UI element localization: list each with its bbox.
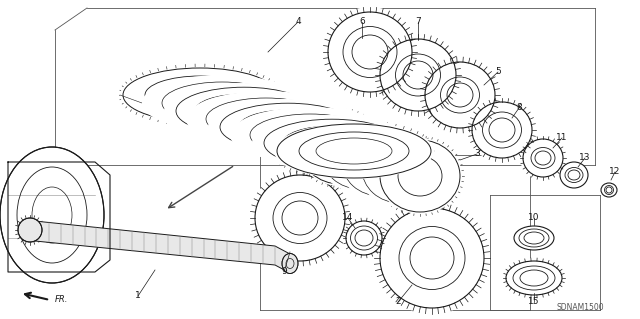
Text: 2: 2: [395, 298, 401, 307]
Ellipse shape: [420, 57, 500, 133]
Text: 10: 10: [528, 213, 540, 222]
Text: SDNAM1500: SDNAM1500: [556, 303, 604, 313]
Ellipse shape: [164, 83, 324, 139]
Text: 8: 8: [516, 103, 522, 113]
Ellipse shape: [274, 123, 434, 179]
Ellipse shape: [358, 131, 442, 207]
Polygon shape: [25, 220, 290, 273]
Text: FR.: FR.: [55, 294, 68, 303]
Ellipse shape: [375, 34, 461, 116]
Ellipse shape: [18, 218, 42, 242]
Ellipse shape: [503, 258, 565, 298]
Ellipse shape: [282, 254, 298, 273]
Ellipse shape: [343, 218, 385, 258]
Ellipse shape: [378, 138, 462, 214]
Ellipse shape: [560, 162, 588, 188]
Text: 1: 1: [135, 292, 141, 300]
Ellipse shape: [186, 91, 346, 147]
Ellipse shape: [520, 136, 566, 180]
Ellipse shape: [468, 98, 536, 162]
Ellipse shape: [0, 147, 104, 283]
Ellipse shape: [338, 124, 422, 200]
Ellipse shape: [250, 170, 350, 266]
Ellipse shape: [142, 75, 302, 131]
Ellipse shape: [601, 183, 617, 197]
Ellipse shape: [252, 115, 412, 171]
Text: 12: 12: [609, 167, 621, 176]
Ellipse shape: [374, 202, 490, 314]
Text: 4: 4: [295, 18, 301, 26]
Text: 14: 14: [342, 213, 354, 222]
Text: 13: 13: [579, 153, 591, 162]
Text: 6: 6: [359, 18, 365, 26]
Ellipse shape: [120, 67, 280, 123]
Ellipse shape: [230, 107, 390, 163]
Text: 15: 15: [528, 298, 540, 307]
Text: 5: 5: [495, 68, 501, 77]
Ellipse shape: [298, 110, 382, 186]
Ellipse shape: [323, 7, 417, 97]
Ellipse shape: [318, 117, 402, 193]
Ellipse shape: [514, 226, 554, 250]
Text: 7: 7: [415, 18, 421, 26]
Text: 3: 3: [474, 150, 480, 159]
Text: 9: 9: [281, 268, 287, 277]
Text: 11: 11: [556, 133, 568, 143]
Ellipse shape: [208, 99, 368, 155]
